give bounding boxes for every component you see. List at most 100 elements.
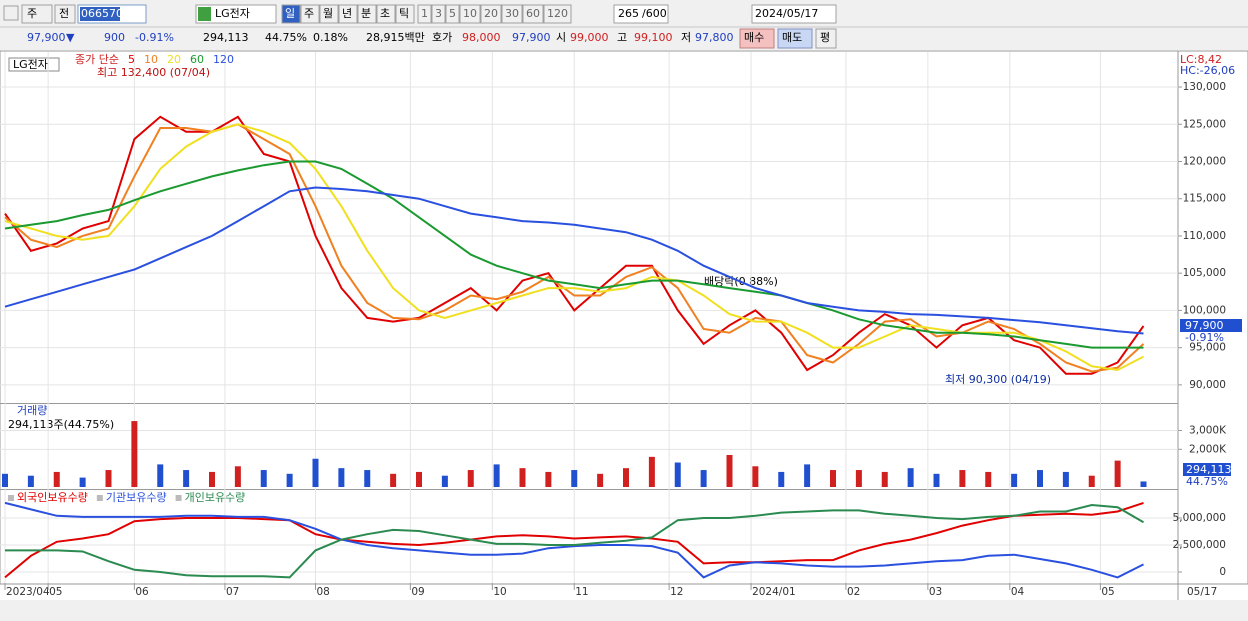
count-button[interactable] bbox=[501, 4, 523, 24]
volume-bar bbox=[1062, 471, 1069, 487]
series-line bbox=[4, 186, 1144, 335]
name-box[interactable] bbox=[195, 4, 277, 24]
legend-swatch bbox=[175, 495, 182, 501]
high-label: 고 bbox=[617, 31, 627, 44]
volume-bar bbox=[959, 470, 966, 487]
series-line bbox=[4, 123, 1144, 372]
volume-bar bbox=[2, 473, 8, 487]
count: 5 bbox=[449, 7, 456, 20]
ask: 98,000 bbox=[462, 31, 501, 44]
volume-bar bbox=[778, 471, 785, 487]
y-tick-label: 130,000 bbox=[1183, 81, 1226, 93]
volume-bar bbox=[597, 473, 604, 487]
volume-bar bbox=[260, 470, 267, 487]
ask-label: 호가 bbox=[432, 31, 452, 44]
period: 분 bbox=[361, 7, 371, 20]
volume-bar bbox=[1114, 460, 1121, 487]
count-box[interactable] bbox=[613, 4, 669, 24]
period-button[interactable] bbox=[281, 4, 301, 24]
x-tick-label: 05 bbox=[49, 586, 62, 598]
count: 20 bbox=[484, 7, 498, 20]
volume-bar bbox=[53, 471, 60, 487]
volume-subtitle: 294,113주(44.75%) bbox=[8, 418, 114, 431]
menu-icon[interactable] bbox=[3, 5, 19, 21]
total: /600 bbox=[642, 7, 667, 20]
volume-rate-readout: 44.75% bbox=[1186, 475, 1228, 488]
count: 60 bbox=[526, 7, 540, 20]
count-button[interactable] bbox=[522, 4, 544, 24]
price-subtitle: 종가 단순 bbox=[75, 53, 119, 66]
x-tick-label: 03 bbox=[929, 586, 942, 598]
shown: 265 bbox=[618, 7, 639, 20]
count-button[interactable] bbox=[445, 4, 460, 24]
prev-button[interactable] bbox=[54, 4, 76, 24]
series-line bbox=[5, 503, 1145, 579]
turnover: 0.18% bbox=[313, 31, 348, 44]
count: 120 bbox=[547, 7, 568, 20]
market-select[interactable] bbox=[21, 4, 53, 24]
title-box bbox=[8, 57, 60, 72]
avg: 평 bbox=[820, 31, 830, 44]
high: 99,100 bbox=[634, 31, 673, 44]
y-tick-label: 115,000 bbox=[1183, 193, 1226, 205]
scrollbar[interactable] bbox=[0, 600, 1248, 621]
buy-button[interactable] bbox=[739, 28, 775, 49]
count-button[interactable] bbox=[431, 4, 446, 24]
legend-entry: 외국인보유수량 bbox=[17, 491, 88, 504]
count-button[interactable] bbox=[543, 4, 572, 24]
lc-readout: LC:8,42 bbox=[1180, 53, 1222, 66]
legend-entry: 60 bbox=[190, 53, 204, 66]
legend-entry: 10 bbox=[144, 53, 158, 66]
period-button[interactable] bbox=[300, 4, 320, 24]
series-line bbox=[4, 160, 1144, 349]
count-button[interactable] bbox=[417, 4, 432, 24]
volume-bar bbox=[338, 468, 345, 487]
volume-bar bbox=[441, 475, 448, 487]
volume-rate: 44.75% bbox=[265, 31, 307, 44]
low-note: 최저 90,300 (04/19) bbox=[945, 373, 1051, 386]
volume-bar bbox=[157, 464, 164, 487]
open: 99,000 bbox=[570, 31, 609, 44]
date: 2024/05/17 bbox=[755, 7, 818, 20]
y-tick-label: 120,000 bbox=[1183, 155, 1226, 167]
period-button[interactable] bbox=[338, 4, 358, 24]
volume-bar bbox=[27, 475, 34, 487]
volume-bar bbox=[390, 473, 397, 487]
volume-bar bbox=[804, 464, 811, 487]
period-button[interactable] bbox=[376, 4, 396, 24]
period: 틱 bbox=[399, 7, 409, 20]
bid: 97,900 bbox=[512, 31, 551, 44]
volume-bar bbox=[519, 468, 526, 487]
count-button[interactable] bbox=[480, 4, 502, 24]
period: 주 bbox=[304, 7, 314, 20]
code-highlight bbox=[80, 7, 120, 21]
volume-bar bbox=[1037, 470, 1043, 487]
count-button[interactable] bbox=[459, 4, 481, 24]
sell-button[interactable] bbox=[777, 28, 813, 49]
period-button[interactable] bbox=[395, 4, 415, 24]
period-button[interactable] bbox=[319, 4, 339, 24]
volume-bar bbox=[1088, 475, 1095, 487]
volume-bar bbox=[209, 471, 215, 487]
legend-swatch bbox=[96, 495, 103, 501]
series-line bbox=[4, 123, 1145, 373]
avg-button[interactable] bbox=[815, 28, 837, 49]
volume-readout-box bbox=[1183, 463, 1231, 476]
volume-bar bbox=[1140, 481, 1147, 487]
rate-readout: -0.91% bbox=[1185, 331, 1224, 344]
x-tick-label: 02 bbox=[847, 586, 860, 598]
period-button[interactable] bbox=[357, 4, 377, 24]
date-box[interactable] bbox=[751, 4, 837, 24]
volume-bar bbox=[623, 468, 629, 487]
x-tick-label: 05 bbox=[1101, 586, 1114, 598]
x-tick-label: 04 bbox=[1011, 586, 1025, 598]
legend-entry: 5 bbox=[128, 53, 135, 66]
volume-bar bbox=[416, 471, 422, 487]
count: 10 bbox=[463, 7, 477, 20]
change-rate: -0.91% bbox=[135, 31, 174, 44]
x-tick-label: 08 bbox=[317, 586, 330, 598]
volume-bar bbox=[131, 421, 138, 487]
credit-badge bbox=[198, 7, 211, 21]
low-label: 저 bbox=[681, 31, 691, 44]
